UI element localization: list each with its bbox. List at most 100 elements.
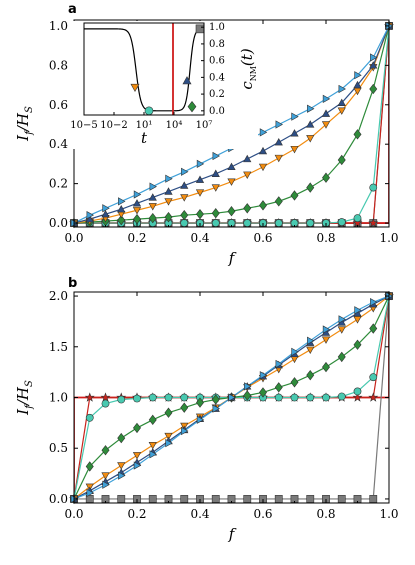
y-tick-label: 1.5 — [49, 340, 68, 354]
data-point-triangle-right — [133, 190, 142, 199]
y-tick-label: 0.6 — [49, 98, 68, 112]
data-point-triangle-down — [164, 432, 173, 441]
data-point-diamond — [180, 209, 189, 221]
inset-x-axis-label: t — [141, 129, 148, 147]
data-point-triangle-down — [164, 198, 173, 206]
data-point-diamond — [85, 461, 94, 472]
x-tick-label: 0.4 — [190, 507, 209, 521]
inset-y-tick-label: 0.4 — [209, 72, 225, 83]
x-tick-label: 0.4 — [190, 231, 209, 245]
data-point-square — [369, 495, 378, 503]
data-point-triangle-right — [370, 53, 378, 62]
data-point-triangle-down — [180, 194, 189, 202]
data-point-circle — [180, 393, 189, 402]
data-point-diamond — [164, 211, 173, 223]
data-point-triangle-right — [259, 371, 268, 380]
data-point-diamond — [259, 200, 267, 211]
data-point-triangle-up — [132, 199, 142, 207]
data-point-triangle-right — [275, 120, 283, 129]
data-point-diamond — [274, 196, 283, 207]
data-point-diamond — [164, 407, 173, 418]
data-point-circle — [101, 399, 110, 408]
data-point-diamond — [290, 377, 299, 388]
x-tick-label: 1.0 — [379, 507, 398, 521]
data-point-circle — [243, 219, 252, 227]
data-point-circle — [337, 218, 346, 226]
data-point-triangle-down — [117, 462, 126, 470]
inset-x-tick-label: 10⁷ — [196, 120, 213, 131]
inset-x-tick-label: 10¹ — [136, 120, 153, 131]
data-point-triangle-right — [307, 104, 315, 113]
data-point-triangle-right — [370, 298, 378, 307]
data-point-triangle-right — [133, 461, 142, 470]
data-point-circle — [337, 392, 346, 401]
y-tick-label: 0.2 — [49, 177, 68, 191]
inset-y-tick-label: 0.6 — [209, 56, 225, 67]
y-tick-label: 1.0 — [49, 391, 68, 405]
data-point-triangle-right — [338, 84, 346, 94]
y-tick-label: 0.5 — [49, 441, 68, 455]
inset-y-tick-label: 0.0 — [209, 106, 225, 117]
inset-y-tick-label: 0.8 — [209, 39, 225, 50]
x-tick-label: 1.0 — [379, 231, 398, 245]
data-point-triangle-up — [258, 146, 268, 155]
data-point-diamond — [306, 182, 315, 193]
data-point-triangle-up — [85, 214, 94, 223]
data-point-diamond — [148, 212, 157, 224]
panel-label-a: a — [68, 2, 77, 17]
data-point-triangle-right — [102, 480, 110, 489]
data-point-star — [352, 392, 363, 402]
data-point-triangle-up — [101, 209, 110, 218]
data-point-star — [84, 392, 95, 402]
data-point-circle — [180, 219, 189, 227]
data-point-triangle-right — [86, 488, 94, 497]
data-point-triangle-right — [102, 204, 110, 213]
data-point-circle — [353, 387, 362, 396]
data-point-square — [211, 495, 220, 503]
data-point-square — [274, 495, 283, 503]
data-point-circle — [353, 214, 362, 223]
data-point-star — [352, 217, 363, 228]
x-tick-label: 0.8 — [316, 507, 335, 521]
data-point-diamond — [337, 351, 346, 363]
data-point-diamond — [101, 445, 110, 456]
data-point-triangle-right — [118, 471, 126, 480]
data-point-triangle-down — [101, 472, 110, 480]
data-point-diamond — [243, 390, 252, 401]
data-point-triangle-up — [353, 80, 362, 89]
inset-y-axis-label: cNM(t) — [238, 48, 258, 89]
y-tick-label: 0.0 — [49, 492, 68, 506]
inset-x-tick-label: 10⁴ — [166, 120, 183, 131]
data-point-diamond — [117, 214, 126, 226]
data-point-diamond — [196, 209, 204, 220]
panel-b: b 0.0 0.2 0.4 0.6 0.8 1.0 0.0 0.5 1.0 1.5 2.0 f If/HS — [14, 276, 399, 543]
data-point-triangle-right — [307, 336, 315, 345]
data-point-triangle-down — [148, 203, 157, 211]
data-point-star — [368, 392, 379, 402]
data-point-triangle-down — [321, 336, 331, 344]
inset-marker-circle — [144, 106, 154, 116]
x-tick-label: 0.2 — [127, 231, 146, 245]
data-point-diamond — [353, 129, 362, 140]
data-point-diamond — [369, 83, 378, 95]
data-point-triangle-right — [196, 415, 205, 424]
inset-curve — [84, 28, 205, 112]
data-point-triangle-right — [322, 325, 331, 334]
data-point-triangle-down — [132, 207, 142, 215]
data-point-triangle-down — [243, 171, 252, 179]
x-tick-label: 0.0 — [64, 507, 83, 521]
data-point-triangle-down — [306, 135, 315, 143]
data-point-circle — [369, 183, 378, 192]
data-point-diamond — [322, 361, 330, 373]
inset-y-tick-label: 1.0 — [209, 22, 225, 33]
data-point-star — [368, 217, 379, 228]
data-point-triangle-right — [118, 197, 126, 206]
data-point-square — [180, 495, 189, 503]
data-point-triangle-down — [337, 107, 346, 115]
data-point-triangle-right — [354, 71, 362, 80]
data-point-circle — [133, 394, 141, 403]
data-point-triangle-right — [149, 182, 157, 191]
data-point-circle — [369, 373, 378, 382]
data-point-diamond — [259, 387, 267, 398]
